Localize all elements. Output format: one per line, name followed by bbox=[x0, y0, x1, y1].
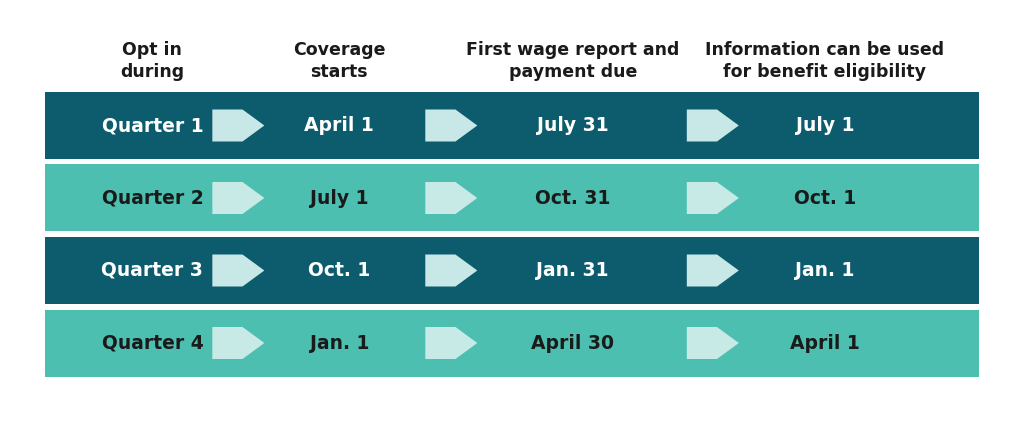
Bar bbox=[45, 164, 979, 232]
Bar bbox=[45, 310, 979, 377]
Text: Jan. 1: Jan. 1 bbox=[309, 334, 369, 352]
Text: Coverage
starts: Coverage starts bbox=[293, 41, 385, 81]
Text: First wage report and
payment due: First wage report and payment due bbox=[466, 41, 679, 81]
Bar bbox=[45, 237, 979, 304]
Polygon shape bbox=[212, 109, 264, 142]
Polygon shape bbox=[687, 109, 738, 142]
Text: Quarter 4: Quarter 4 bbox=[101, 334, 204, 352]
Polygon shape bbox=[212, 327, 264, 359]
Polygon shape bbox=[425, 109, 477, 142]
Text: Jan. 1: Jan. 1 bbox=[796, 261, 855, 280]
Text: Quarter 3: Quarter 3 bbox=[101, 261, 204, 280]
Polygon shape bbox=[212, 255, 264, 286]
Text: July 1: July 1 bbox=[310, 188, 369, 208]
Text: Oct. 1: Oct. 1 bbox=[308, 261, 371, 280]
Text: July 1: July 1 bbox=[796, 116, 854, 135]
Text: Oct. 1: Oct. 1 bbox=[794, 188, 856, 208]
Bar bbox=[45, 92, 979, 159]
Text: April 1: April 1 bbox=[304, 116, 374, 135]
Polygon shape bbox=[212, 182, 264, 214]
Text: July 31: July 31 bbox=[537, 116, 608, 135]
Text: Opt in
during: Opt in during bbox=[121, 41, 184, 81]
Text: April 1: April 1 bbox=[790, 334, 860, 352]
Text: Jan. 31: Jan. 31 bbox=[537, 261, 609, 280]
Polygon shape bbox=[687, 182, 738, 214]
Text: Quarter 1: Quarter 1 bbox=[101, 116, 203, 135]
Polygon shape bbox=[425, 182, 477, 214]
Text: Oct. 31: Oct. 31 bbox=[535, 188, 610, 208]
Text: Quarter 2: Quarter 2 bbox=[101, 188, 204, 208]
Polygon shape bbox=[425, 327, 477, 359]
Polygon shape bbox=[425, 255, 477, 286]
Text: Information can be used
for benefit eligibility: Information can be used for benefit elig… bbox=[706, 41, 944, 81]
Polygon shape bbox=[687, 327, 738, 359]
Text: April 30: April 30 bbox=[531, 334, 614, 352]
Polygon shape bbox=[687, 255, 738, 286]
